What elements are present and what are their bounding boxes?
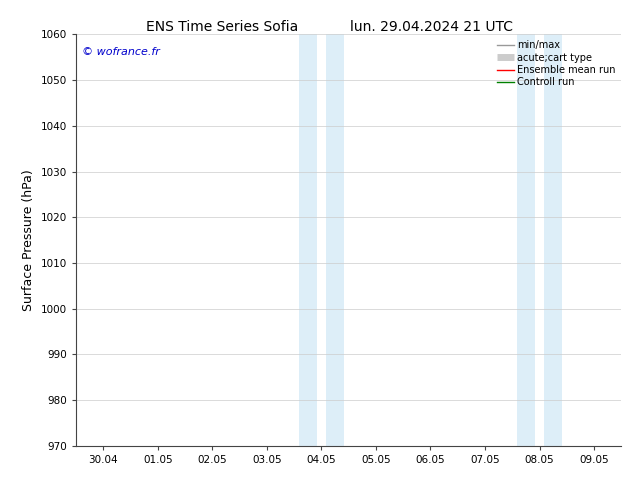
Bar (299, 34, 317, 446)
Legend: min/max, acute;cart type, Ensemble mean run, Controll run: min/max, acute;cart type, Ensemble mean … (493, 36, 619, 91)
Bar (517, 34, 535, 446)
Text: © wofrance.fr: © wofrance.fr (82, 47, 159, 57)
Bar (326, 34, 344, 446)
Bar (544, 34, 562, 446)
Y-axis label: Surface Pressure (hPa): Surface Pressure (hPa) (22, 169, 36, 311)
Text: lun. 29.04.2024 21 UTC: lun. 29.04.2024 21 UTC (349, 20, 513, 34)
Text: ENS Time Series Sofia: ENS Time Series Sofia (146, 20, 298, 34)
